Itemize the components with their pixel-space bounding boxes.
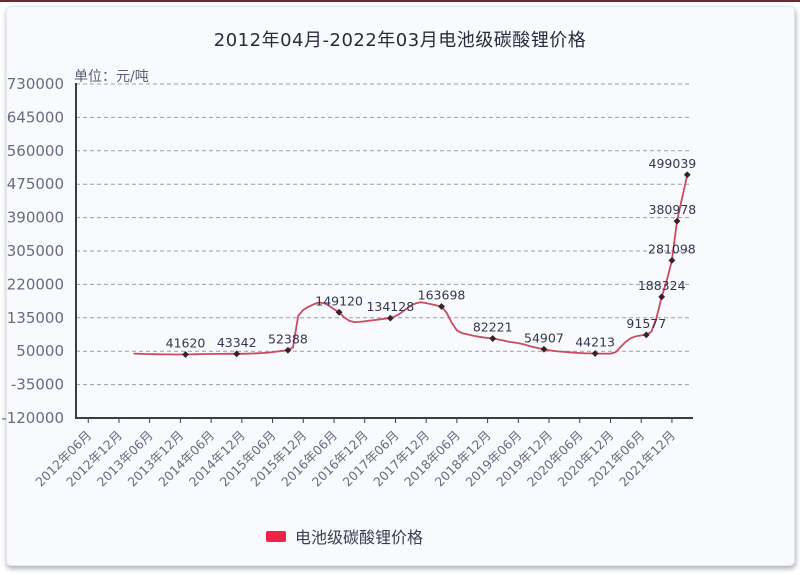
y-axis-tick-label: 135000: [7, 309, 64, 327]
y-axis-unit-label: 单位：元/吨: [74, 69, 149, 85]
data-point-marker: [182, 351, 189, 358]
y-axis-tick-label: 475000: [7, 175, 64, 193]
data-point-label: 52388: [268, 331, 308, 346]
data-point-marker: [673, 217, 681, 225]
y-axis-tick-label: -35000: [11, 376, 64, 394]
data-point-label: 149120: [315, 293, 363, 308]
y-axis-tick-label: 645000: [7, 108, 64, 126]
data-point-label: 82221: [473, 320, 513, 335]
data-point-marker: [386, 314, 394, 322]
data-point-label: 188324: [638, 278, 686, 293]
data-point-label: 91577: [626, 316, 666, 331]
data-point-marker: [591, 350, 599, 357]
y-axis-tick-label: 220000: [7, 275, 64, 293]
data-point-marker: [668, 256, 676, 264]
y-axis-tick-label: 390000: [7, 209, 64, 227]
data-point-marker: [540, 345, 548, 353]
data-point-marker: [335, 308, 343, 316]
data-point-marker: [658, 293, 666, 301]
data-point-label: 43342: [217, 335, 257, 350]
data-point-marker: [233, 350, 241, 358]
y-axis-tick-label: 730000: [7, 75, 64, 93]
data-point-label: 163698: [418, 288, 466, 303]
data-point-marker: [284, 346, 292, 354]
y-axis-tick-label: 305000: [7, 242, 64, 260]
legend: 电池级碳酸锂价格: [266, 524, 423, 548]
legend-label: 电池级碳酸锂价格: [295, 528, 424, 547]
data-point-label: 134128: [366, 299, 414, 314]
chart-title: 2012年04月-2022年03月电池级碳酸锂价格: [213, 30, 587, 51]
data-point-label: 54907: [524, 330, 564, 345]
data-point-marker: [489, 335, 497, 342]
data-point-label: 380978: [649, 202, 697, 217]
data-point-marker: [438, 303, 445, 310]
data-point-marker: [642, 331, 650, 339]
data-point-label: 281098: [648, 241, 696, 256]
chart-card: [6, 6, 795, 566]
y-axis-tick-label: -120000: [1, 409, 64, 427]
y-axis-tick-label: 50000: [16, 342, 64, 360]
top-accent-bar: [0, 0, 800, 2]
data-point-label: 499039: [649, 156, 697, 171]
data-point-marker: [683, 171, 691, 179]
legend-swatch: [266, 530, 286, 542]
y-axis-tick-label: 560000: [7, 142, 64, 160]
data-point-label: 41620: [166, 335, 206, 350]
price-line: [133, 173, 689, 356]
data-point-label: 44213: [575, 334, 615, 349]
